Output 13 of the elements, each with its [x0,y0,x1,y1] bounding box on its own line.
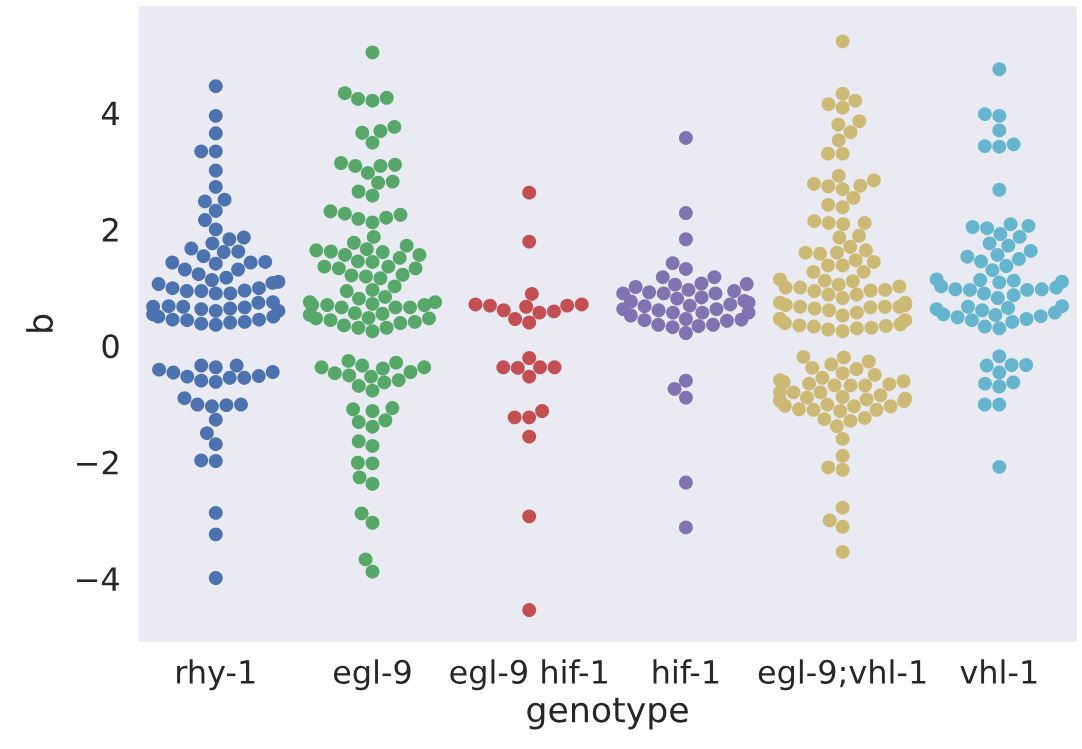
x-tick-label: egl-9;vhl-1 [758,659,926,691]
y-tick-label: 4 [101,101,119,126]
y-tick-label: 0 [102,334,119,359]
x-axis-title: genotype [527,697,688,730]
y-axis-title: b [26,314,54,332]
y-tick-label: −4 [77,567,119,591]
x-tick-label: egl-9 hif-1 [450,659,607,691]
x-tick-label: vhl-1 [960,659,1037,684]
x-tick-label: rhy-1 [177,659,255,691]
y-tick-label: 2 [102,217,118,242]
x-tick-label: hif-1 [653,659,719,684]
x-tick-label: egl-9 [333,659,411,691]
y-tick-label: −2 [77,450,118,475]
